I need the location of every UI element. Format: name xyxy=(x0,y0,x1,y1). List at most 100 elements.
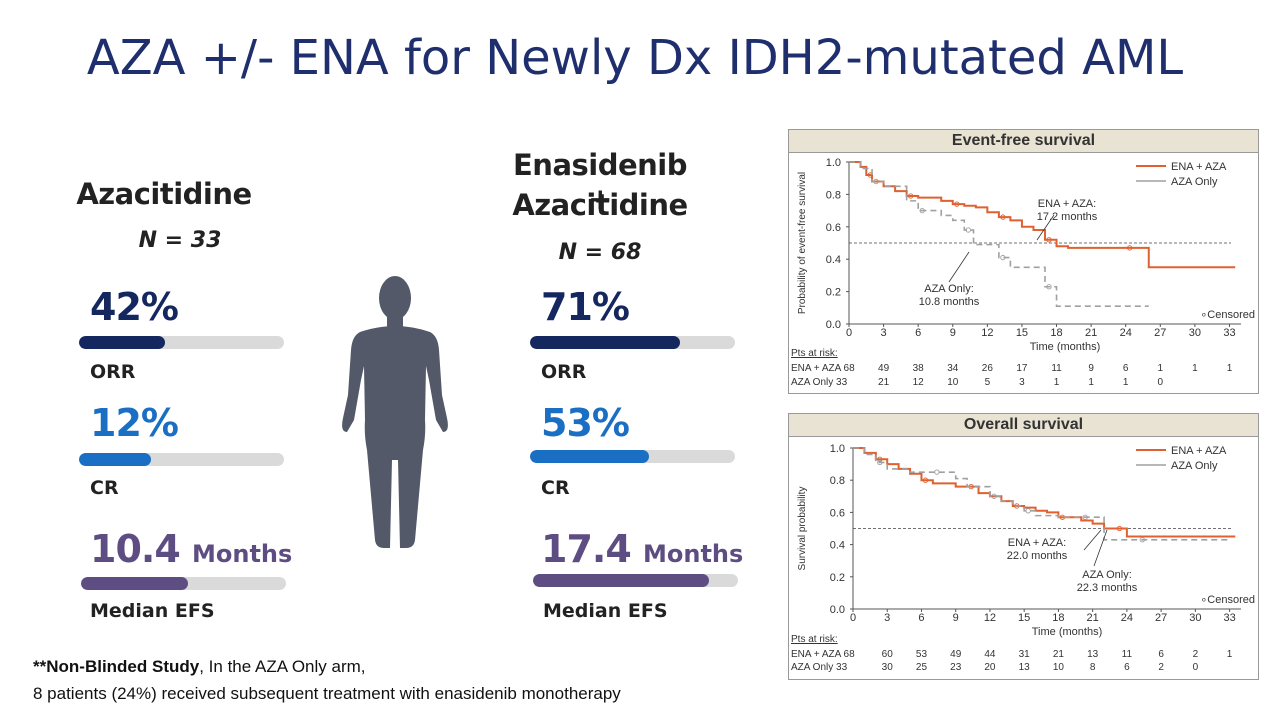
km-title-efs: Event-free survival xyxy=(789,130,1258,153)
risk-count: 44 xyxy=(984,649,996,660)
x-tick-label: 6 xyxy=(918,612,924,624)
cr-value-aza-text: 12% xyxy=(90,401,179,445)
risk-row-label: ENA + AZA 68 xyxy=(791,649,855,660)
series-line-ena-aza xyxy=(849,161,1236,269)
km-plot-efs: 0.00.20.40.60.81.00 3 6 9 12 15 18 21 24 27 30 33Ti… xyxy=(791,157,1255,388)
annotation-ena-aza-line2: 17.2 months xyxy=(1037,211,1098,223)
risk-count: 5 xyxy=(985,377,991,388)
x-tick-label: 0 xyxy=(846,327,852,339)
x-tick-label: 6 xyxy=(915,327,921,339)
x-tick-label: 30 xyxy=(1189,327,1201,339)
x-tick-label: 27 xyxy=(1154,327,1166,339)
orr-label-aza: ORR xyxy=(90,361,136,383)
x-tick-label: 9 xyxy=(950,327,956,339)
y-tick-label: 0.8 xyxy=(826,189,841,201)
censor-mark xyxy=(1046,237,1052,243)
censor-mark xyxy=(922,477,929,483)
x-tick-label: 24 xyxy=(1121,612,1133,624)
x-tick-label: 12 xyxy=(984,612,996,624)
series-line-aza-only xyxy=(853,447,1230,541)
efs-unit-aza: Months xyxy=(192,540,293,568)
orr-bar-ena xyxy=(530,336,735,349)
y-tick-label: 0.6 xyxy=(826,222,841,234)
km-plot-os: 0.00.20.40.60.81.00 3 6 9 12 15 18 21 24 27 30 33Ti… xyxy=(791,443,1255,673)
x-tick-label: 24 xyxy=(1120,327,1132,339)
annotation-leader-aza-only xyxy=(1093,529,1108,567)
risk-count: 13 xyxy=(1019,662,1031,673)
risk-row-label: ENA + AZA 68 xyxy=(791,363,855,374)
efs-value-ena: 17.4 Months xyxy=(541,527,743,571)
y-tick-label: 0.4 xyxy=(830,540,845,552)
x-tick-label: 21 xyxy=(1087,612,1099,624)
risk-count: 23 xyxy=(950,662,962,673)
x-tick-label: 15 xyxy=(1016,327,1028,339)
footnote-line2: 8 patients (24%) received subsequent tre… xyxy=(33,684,621,703)
x-tick-label: 27 xyxy=(1155,612,1167,624)
y-tick-label: 1.0 xyxy=(826,157,841,169)
legend-label-aza-only: AZA Only xyxy=(1171,460,1218,472)
orr-bar-aza xyxy=(79,336,284,349)
orr-bar-ena-fill xyxy=(530,336,680,349)
risk-count: 1 xyxy=(1054,377,1060,388)
y-tick-label: 0.4 xyxy=(826,254,841,266)
risk-count: 1 xyxy=(1158,363,1164,374)
censor-mark xyxy=(1139,537,1145,543)
censor-mark xyxy=(1000,214,1006,220)
efs-bar-aza xyxy=(81,577,286,590)
efs-label-ena: Median EFS xyxy=(543,600,668,622)
risk-count: 11 xyxy=(1122,649,1133,660)
arm-n-azacitidine: N = 33 xyxy=(138,228,222,253)
efs-value-aza: 10.4 Months xyxy=(90,527,292,571)
risk-count: 31 xyxy=(1019,649,1031,660)
x-tick-label: 33 xyxy=(1223,327,1235,339)
km-title-os: Overall survival xyxy=(789,414,1258,437)
annotation-ena-aza-line1: ENA + AZA: xyxy=(1038,198,1096,210)
annotation-leader-ena-aza xyxy=(1083,529,1102,551)
annotation-leader-ena-aza xyxy=(1036,214,1055,241)
censor-mark xyxy=(1046,284,1052,290)
risk-table-header: Pts at risk: xyxy=(791,634,838,645)
censor-mark xyxy=(1116,525,1123,532)
km-panel-efs: Event-free survival 0.0 0.2 0.4 0.6 0.8 1.0 0 3… xyxy=(788,129,1259,394)
legend-label-ena-aza: ENA + AZA xyxy=(1171,445,1227,457)
efs-bar-ena xyxy=(533,574,738,587)
cr-bar-aza-fill xyxy=(79,453,151,466)
risk-count: 1 xyxy=(1088,377,1094,388)
risk-count: 21 xyxy=(1053,649,1065,660)
y-axis-label: Probability of event-free survival xyxy=(797,172,808,314)
y-tick-label: 0.8 xyxy=(830,475,845,487)
orr-label-ena: ORR xyxy=(541,361,587,383)
cr-bar-ena-fill xyxy=(530,450,649,463)
censor-mark xyxy=(877,456,883,462)
orr-value-ena-text: 71% xyxy=(541,285,630,329)
annotation-aza-only-line1: AZA Only: xyxy=(924,283,974,295)
censor-mark xyxy=(867,172,873,178)
x-tick-label: 21 xyxy=(1085,327,1097,339)
risk-count: 1 xyxy=(1227,649,1233,660)
risk-count: 13 xyxy=(1087,649,1099,660)
legend-label-ena-aza: ENA + AZA xyxy=(1171,161,1227,173)
risk-count: 6 xyxy=(1124,662,1130,673)
risk-count: 38 xyxy=(913,363,925,374)
efs-value-aza-text: 10.4 xyxy=(90,527,181,571)
censor-mark xyxy=(907,193,914,199)
risk-count: 12 xyxy=(913,377,925,388)
censor-mark xyxy=(1000,254,1006,261)
arm-title-ena-aza-line1: Enasidenib + xyxy=(513,148,688,216)
footnote: **Non-Blinded Study, In the AZA Only arm… xyxy=(33,653,621,707)
risk-count: 10 xyxy=(1053,662,1065,673)
x-tick-label: 3 xyxy=(881,327,887,339)
annotation-ena-aza-line2: 22.0 months xyxy=(1007,550,1068,562)
y-tick-label: 0.2 xyxy=(826,287,841,299)
annotation-ena-aza-line1: ENA + AZA: xyxy=(1008,537,1066,549)
x-tick-label: 0 xyxy=(850,612,856,624)
efs-bar-ena-fill xyxy=(533,574,710,587)
censor-mark xyxy=(954,201,960,207)
risk-count: 34 xyxy=(947,363,959,374)
risk-count: 3 xyxy=(1019,377,1025,388)
risk-count: 1 xyxy=(1192,363,1198,374)
arm-title-azacitidine: Azacitidine xyxy=(76,177,252,211)
censor-mark xyxy=(1025,508,1031,514)
human-silhouette-icon xyxy=(342,276,448,548)
censor-mark xyxy=(877,459,883,466)
